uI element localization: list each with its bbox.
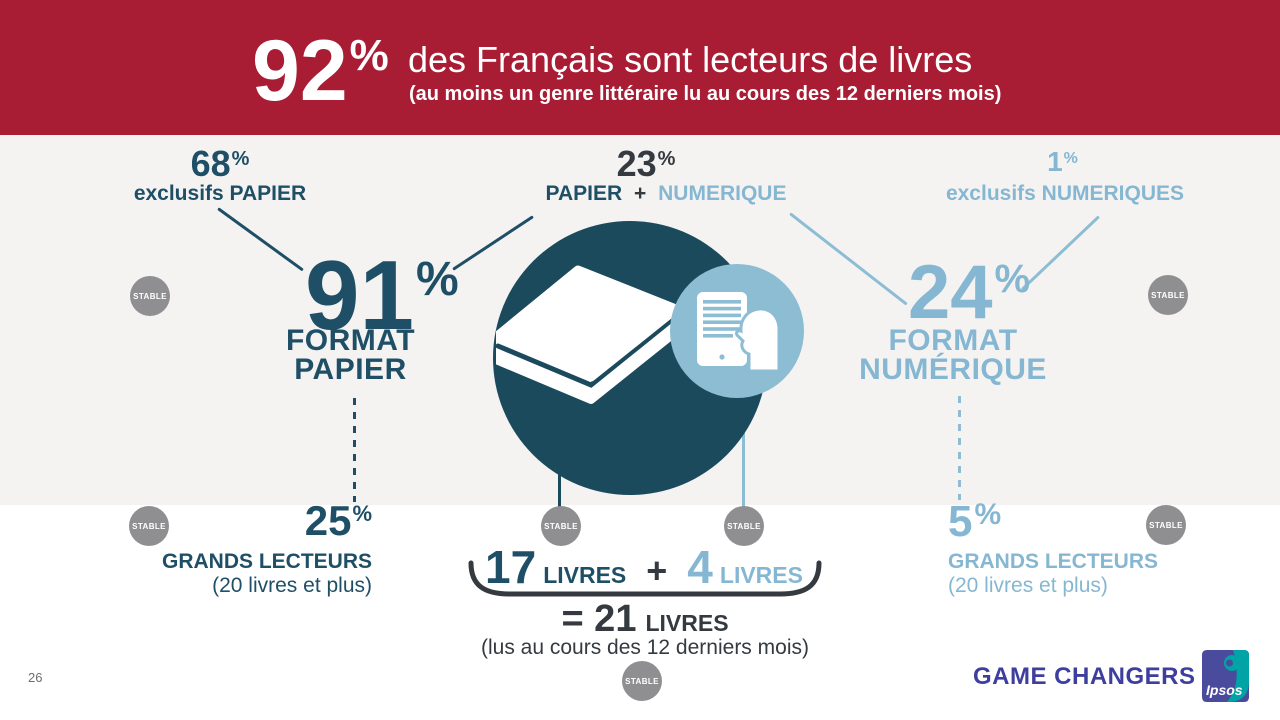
paper-heavy-readers-stat: 25% xyxy=(192,500,372,542)
brace-under-equation xyxy=(468,560,822,597)
ereader-circle-connector xyxy=(742,396,745,508)
paper-exclusive-stat: 68% xyxy=(120,146,320,182)
mixed-stat-value: 23 xyxy=(616,143,657,184)
paper-format-label-line2: PAPIER xyxy=(294,353,407,386)
ipsos-logo: Ipsos xyxy=(1202,650,1249,702)
digital-format-stat-unit: % xyxy=(994,257,1031,301)
digital-format-label-line2: NUMÉRIQUE xyxy=(859,353,1047,386)
paper-books-label: LIVRES xyxy=(543,562,627,588)
paper-heavy-readers-stat-value: 25 xyxy=(304,497,352,544)
mixed-label-digital: NUMERIQUE xyxy=(658,182,787,205)
stable-badge: STABLE xyxy=(130,276,170,316)
paper-exclusive-stat-value: 68 xyxy=(190,143,231,184)
header-stat-unit: % xyxy=(349,31,389,80)
digital-heavy-readers-note: (20 livres et plus) xyxy=(948,574,1108,597)
digital-heavy-readers-stat: 5% xyxy=(948,500,1001,544)
digital-books-count: 4 xyxy=(687,541,713,593)
paper-heavy-readers-label: GRANDS LECTEURS xyxy=(161,550,372,573)
stable-badge: STABLE xyxy=(1148,275,1188,315)
mixed-label: PAPIER + NUMERIQUE xyxy=(490,182,842,206)
mixed-label-plus: + xyxy=(634,182,647,205)
paper-heavy-readers-stat-unit: % xyxy=(352,501,372,526)
paper-format-stat-unit: % xyxy=(416,253,459,306)
page-number: 26 xyxy=(28,670,43,685)
digital-format-stat: 24% xyxy=(908,255,1030,331)
digital-heavy-readers-label: GRANDS LECTEURS xyxy=(948,550,1159,573)
digital-exclusive-stat-unit: % xyxy=(1063,150,1078,167)
digital-exclusive-stat-value: 1 xyxy=(1047,146,1063,177)
digital-format-stat-value: 24 xyxy=(908,250,993,335)
digital-heavy-readers-stat-unit: % xyxy=(974,498,1002,531)
digital-books-label: LIVRES xyxy=(719,562,803,588)
mixed-label-paper: PAPIER xyxy=(545,182,623,205)
header-title: des Français sont lecteurs de livres xyxy=(408,39,973,80)
paper-format-stat-value: 91 xyxy=(305,240,415,350)
header-stat: 92% xyxy=(252,28,389,114)
books-note: (lus au cours des 12 derniers mois) xyxy=(481,636,809,659)
paper-dashed-connector xyxy=(353,398,356,502)
stable-badge: STABLE xyxy=(1146,505,1186,545)
paper-books-count: 17 xyxy=(485,541,537,593)
books-equation-row: 17 LIVRES + 4 LIVRES xyxy=(455,544,833,592)
books-total-row: = 21 LIVRES xyxy=(490,600,800,638)
paper-exclusive-stat-unit: % xyxy=(231,148,250,170)
mixed-stat-unit: % xyxy=(657,148,676,170)
paper-format-stat: 91% xyxy=(305,246,459,344)
stable-badge: STABLE xyxy=(622,661,662,701)
books-plus-sign: + xyxy=(646,550,668,591)
stable-badge: STABLE xyxy=(724,506,764,546)
book-icon xyxy=(496,265,681,404)
digital-format-label-line1: FORMAT xyxy=(888,324,1018,357)
ereader-person-icon xyxy=(697,292,780,373)
books-total-value: = 21 xyxy=(561,598,637,640)
stable-badge: STABLE xyxy=(541,506,581,546)
digital-exclusive-label: exclusifs NUMERIQUES xyxy=(945,182,1185,205)
mixed-stat: 23% xyxy=(586,146,706,182)
paper-format-label-line1: FORMAT xyxy=(285,324,416,357)
digital-dashed-connector xyxy=(958,396,961,500)
header-banner xyxy=(0,0,1280,135)
stable-badge: STABLE xyxy=(129,506,169,546)
digital-heavy-readers-stat-value: 5 xyxy=(948,497,973,546)
footer-brand-text: GAME CHANGERS xyxy=(973,663,1196,690)
book-circle-connector xyxy=(558,466,561,508)
digital-exclusive-stat: 1% xyxy=(1000,148,1125,176)
paper-heavy-readers-note: (20 livres et plus) xyxy=(212,574,372,597)
header-subtitle: (au moins un genre littéraire lu au cour… xyxy=(409,83,1002,105)
books-total-label: LIVRES xyxy=(645,610,729,636)
header-stat-value: 92 xyxy=(252,23,348,119)
ipsos-logo-text: Ipsos xyxy=(1206,682,1243,698)
paper-exclusive-label: exclusifs PAPIER xyxy=(133,182,307,205)
